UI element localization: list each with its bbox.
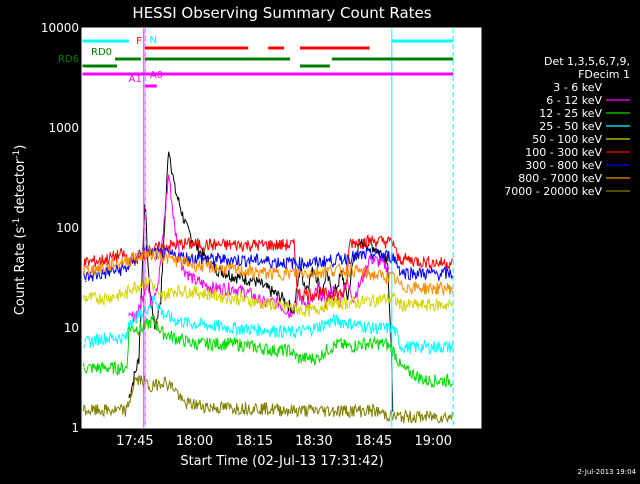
legend-label-6-12-kev: 6 - 12 keV: [546, 94, 602, 107]
series-6-12-kev: [128, 174, 390, 323]
series-800-7000-kev: [82, 246, 453, 296]
legend-label-300-800-kev: 300 - 800 keV: [525, 159, 602, 172]
flag-label-rd0: RD0: [91, 47, 112, 58]
x-tick-label-17-45: 17:45: [116, 434, 153, 449]
legend-label-50-100-kev: 50 - 100 keV: [532, 133, 602, 146]
legend-label-7000-20000-kev: 7000 - 20000 keV: [504, 185, 602, 198]
y-tick-label-1: 1: [71, 421, 79, 435]
x-tick-label-18-15: 18:15: [236, 434, 273, 449]
legend-header-detectors: Det 1,3,5,6,7,9,: [544, 55, 630, 68]
legend-label-12-25-kev: 12 - 25 keV: [539, 107, 602, 120]
flag-label-a1: A1: [129, 74, 142, 85]
x-tick-label-18-30: 18:30: [295, 434, 332, 449]
x-axis-label: Start Time (02-Jul-13 17:31:42): [180, 454, 383, 469]
y-tick-label-100: 100: [56, 221, 79, 235]
chart-title: HESSI Observing Summary Count Rates: [132, 4, 431, 22]
y-axis-label-sup2: -1: [12, 150, 22, 159]
legend-label-25-50-kev: 25 - 50 keV: [539, 120, 602, 133]
y-axis-label-part2: detector: [13, 158, 28, 218]
plot-background: [82, 28, 481, 428]
x-tick-label-19-00: 19:00: [415, 434, 452, 449]
legend-label-800-7000-kev: 800 - 7000 keV: [518, 172, 602, 185]
y-tick-label-10: 10: [64, 321, 79, 335]
x-tick-label-18-45: 18:45: [355, 434, 392, 449]
series-7000-20000-kev: [82, 375, 453, 424]
series-3-6-kev: [128, 151, 394, 412]
y-tick-label-1000: 1000: [48, 121, 79, 135]
y-axis-label-sup1: -1: [12, 218, 22, 227]
legend-header-decim: FDecim 1: [578, 68, 630, 81]
y-axis-label-part1: Count Rate (s: [13, 227, 28, 316]
flag-label-rd6: RD6: [58, 54, 79, 65]
y-tick-label-10000: 10000: [41, 21, 79, 35]
date-stamp: 2-Jul-2013 19:04: [577, 468, 636, 476]
flag-label-n: N: [150, 35, 157, 46]
legend-label-100-300-kev: 100 - 300 keV: [525, 146, 602, 159]
y-axis-label-part3: ): [13, 145, 28, 150]
y-axis-label: Count Rate (s-1 detector-1): [12, 145, 28, 316]
axes-layer: 1 10 100 1000 10000 17:45 18:00 18:15 18:30 18:45…: [41, 21, 481, 449]
legend-label-3-6-kev: 3 - 6 keV: [553, 81, 602, 94]
flag-label-f: F: [136, 36, 142, 47]
flag-label-a0: A0: [150, 70, 163, 81]
flag-layer: NF RD0 RD6 A0 A1: [58, 35, 454, 88]
x-tick-label-18-00: 18:00: [176, 434, 213, 449]
marker-layer: [143, 28, 454, 428]
